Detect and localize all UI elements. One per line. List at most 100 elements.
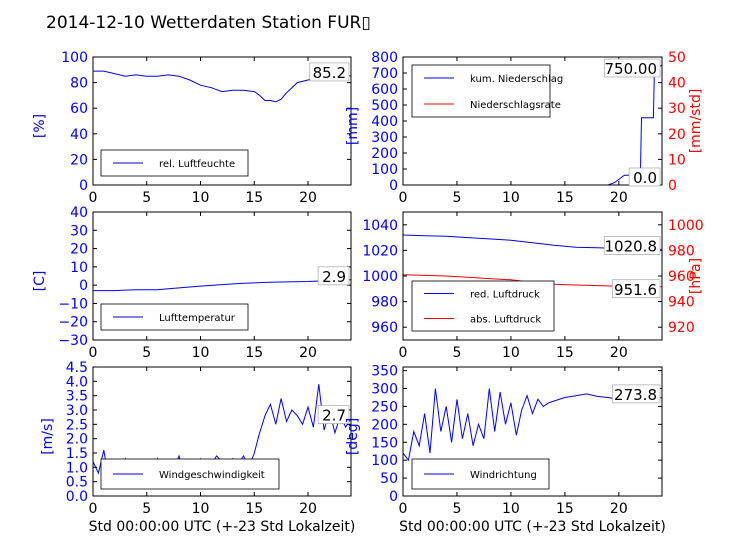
- y2-tick-label: 10: [668, 152, 686, 168]
- y-tick-label: 600: [371, 82, 398, 98]
- x-tick-label: 15: [556, 190, 574, 206]
- x-tick-label: 20: [299, 190, 317, 206]
- value-box-frame: [603, 236, 661, 255]
- x-tick-label: 20: [299, 345, 317, 361]
- legend: Windgeschwindigkeit: [100, 458, 280, 490]
- axes-frame: [92, 56, 352, 186]
- x-tick-label: 15: [245, 190, 263, 206]
- y-tick-label: 20: [70, 242, 88, 258]
- axes-frame: [92, 366, 352, 497]
- x-tick-label: 5: [452, 190, 461, 206]
- x-tick-label: 5: [452, 501, 461, 517]
- x-tick-label: 5: [142, 190, 151, 206]
- legend-label: Niederschlagsrate: [470, 100, 561, 111]
- panel-humidity: 0 5 10 15 20 0 20 40 60 80 100 [%] rel. Luftfeuchte 8…: [32, 50, 352, 206]
- y-tick-label: 10: [70, 260, 88, 276]
- value-box: 2.9: [322, 268, 346, 286]
- y-tick-label: 200: [371, 146, 398, 162]
- y-tick-label: 0.0: [66, 489, 88, 505]
- legend: Lufttemperatur: [100, 303, 249, 331]
- y-axis-label: [deg]: [345, 418, 361, 455]
- y-tick-label: 960: [371, 320, 398, 336]
- y2-tick-label: 40: [668, 76, 686, 92]
- y-tick-label: 3.0: [66, 403, 88, 419]
- legend-label: rel. Luftfeuchte: [159, 159, 235, 170]
- y-tick-label: 1.5: [66, 446, 88, 462]
- x-tick-label: 0: [89, 345, 98, 361]
- x-tick-label: 0: [399, 501, 408, 517]
- y-tick-label: 40: [70, 127, 88, 143]
- axes-frame: [402, 366, 663, 497]
- legend: kum. Niederschlag Niederschlagsrate: [411, 64, 563, 118]
- legend-label: Windrichtung: [470, 470, 537, 481]
- y-tick-label: −20: [58, 315, 88, 331]
- x-axis-label: Std 00:00:00 UTC (+-23 Std Lokalzeit): [399, 519, 666, 535]
- y-tick-label: 4.0: [66, 374, 88, 390]
- x-tick-label: 5: [142, 501, 151, 517]
- legend-label: red. Luftdruck: [470, 290, 540, 301]
- axes-frame: [92, 211, 352, 341]
- value-box: 1020.8: [605, 237, 658, 255]
- y2-tick-label: 30: [668, 101, 686, 117]
- x-tick-label: 0: [89, 190, 98, 206]
- panel-wind_speed: 0 5 10 15 20 0.00.51.01.52.02.53.03.54.04.5 [m…: [40, 360, 355, 535]
- x-tick-label: 15: [245, 345, 263, 361]
- y-tick-label: 40: [70, 205, 88, 221]
- y-tick-label: 800: [371, 50, 398, 66]
- y-tick-label: −30: [58, 333, 88, 349]
- y-tick-label: 1020: [362, 243, 398, 259]
- y2-axis-label: [mm/std]: [688, 89, 704, 154]
- y-tick-label: 60: [70, 101, 88, 117]
- y-tick-label: 4.5: [66, 360, 88, 376]
- value-box: 2.7: [322, 407, 346, 425]
- value-box: 750.00: [605, 60, 658, 78]
- series-line-temperature-0: [93, 279, 351, 292]
- y-tick-label: 100: [371, 453, 398, 469]
- legend: red. Luftdruck abs. Luftdruck: [411, 280, 555, 332]
- value-box-frame: [612, 384, 661, 404]
- y-tick-label: 1000: [362, 269, 398, 285]
- value-box: 85.2: [313, 64, 346, 82]
- y-tick-label: 0: [389, 489, 398, 505]
- legend-label: Lufttemperatur: [159, 313, 236, 324]
- y-tick-label: 1.0: [66, 460, 88, 476]
- y2-tick-label: 980: [668, 243, 695, 259]
- x-tick-label: 20: [610, 501, 628, 517]
- legend-label: kum. Niederschlag: [470, 74, 563, 85]
- y-tick-label: 80: [70, 76, 88, 92]
- y-tick-label: 20: [70, 152, 88, 168]
- x-tick-label: 5: [142, 345, 151, 361]
- panel-pressure: 0 5 10 15 20 960 980 1000 1020 1040 920 940 960 980 10…: [362, 211, 704, 361]
- panel-precipitation: 0 5 10 15 2001002003004005006007008000102030…: [345, 50, 704, 206]
- y-tick-label: 0.5: [66, 475, 88, 491]
- y-tick-label: 2.5: [66, 417, 88, 433]
- value-box-frame: [603, 58, 661, 78]
- value-box: 273.8: [614, 386, 657, 404]
- legend-label: abs. Luftdruck: [470, 315, 541, 326]
- panel-temperature: 0 5 10 15 20 −30 −20 −10 0 10 20 30 40 [C] Lufttempera…: [32, 205, 352, 361]
- y-tick-label: 500: [371, 98, 398, 114]
- y-axis-label: [mm]: [345, 107, 361, 145]
- y-tick-label: 50: [380, 471, 398, 487]
- y-tick-label: 150: [371, 435, 398, 451]
- x-tick-label: 20: [610, 345, 628, 361]
- legend-box: [411, 280, 555, 332]
- x-tick-label: 10: [192, 501, 210, 517]
- x-tick-label: 0: [399, 190, 408, 206]
- x-tick-label: 10: [192, 345, 210, 361]
- y-tick-label: 250: [371, 399, 398, 415]
- y2-tick-label: 50: [668, 50, 686, 66]
- legend: rel. Luftfeuchte: [100, 149, 249, 177]
- y-tick-label: 700: [371, 66, 398, 82]
- legend: Windrichtung: [411, 458, 550, 490]
- value-box-secondary: 0.0: [633, 169, 657, 187]
- y2-tick-label: 940: [668, 295, 695, 311]
- y2-axis-label: [hPa]: [688, 258, 704, 294]
- value-box-frame: [317, 405, 350, 424]
- y-tick-label: 30: [70, 223, 88, 239]
- x-tick-label: 0: [89, 501, 98, 517]
- y-tick-label: 100: [371, 162, 398, 178]
- y-tick-label: 200: [371, 417, 398, 433]
